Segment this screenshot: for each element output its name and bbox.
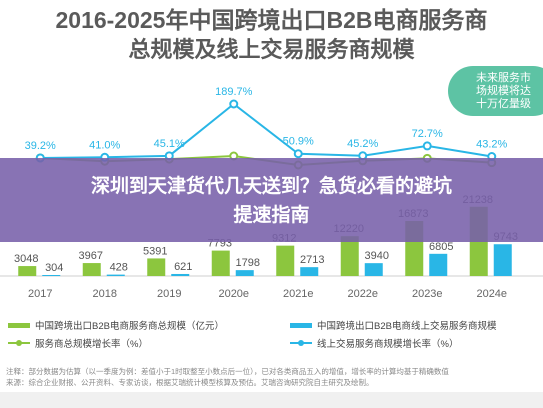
x-tick-label: 2022e — [347, 288, 378, 300]
legend-label-bar-total: 中国跨境出口B2B电商服务商总规模（亿元） — [35, 321, 224, 332]
bottom-strip — [0, 392, 543, 408]
chart-title-line-1: 2016-2025年中国跨境出口B2B电商服务商 — [55, 7, 488, 33]
x-tick-label: 2023e — [412, 288, 443, 300]
bar-online — [364, 263, 383, 276]
annotation-bubble: 未来服务市 场规模将达 十万亿量级 — [448, 66, 543, 116]
source-note-line-1: 注释：部分数据为估算（以一季度为例：差值小于1时取整至小数点后一位），已对各类商… — [6, 367, 449, 376]
bar-online — [429, 253, 448, 276]
bar-total — [82, 263, 101, 276]
bar-online-label: 428 — [110, 262, 128, 274]
point-online-growth-label: 43.2% — [476, 139, 507, 151]
x-tick-label: 2020e — [218, 288, 249, 300]
point-online-growth — [229, 99, 239, 109]
point-online-growth-label: 45.1% — [154, 138, 185, 150]
source-note-line-2: 来源：综合企业财报、公开资料、专家访谈，根据艾瑞统计模型核算及预估。艾瑞咨询研究… — [6, 378, 374, 387]
x-tick-label: 2017 — [28, 288, 52, 300]
legend-label-line-total: 服务商总规模增长率（%） — [35, 339, 148, 350]
point-online-growth-label: 41.0% — [89, 139, 120, 151]
bar-online-label: 304 — [45, 262, 63, 274]
annotation-line-2: 场规模将达 — [476, 85, 531, 97]
point-online-growth-label: 45.2% — [347, 138, 378, 150]
legend-swatch-line-total — [8, 340, 30, 346]
x-tick-label: 2018 — [93, 288, 117, 300]
legend-item-bar-total: 中国跨境出口B2B电商服务商总规模（亿元） — [8, 318, 224, 332]
legend-swatch-bar-total — [8, 322, 30, 328]
bar-total — [18, 266, 37, 276]
bar-online — [300, 267, 319, 276]
point-online-growth — [422, 141, 432, 151]
bar-total-label: 5391 — [143, 245, 167, 257]
bar-online — [42, 275, 61, 276]
point-online-growth-label: 72.7% — [412, 128, 443, 140]
bar-online-label: 621 — [174, 261, 192, 273]
annotation-line-3: 十万亿量级 — [476, 98, 531, 110]
bar-total — [147, 258, 166, 276]
legend-swatch-bar-online — [290, 322, 312, 328]
chart-title: 2016-2025年中国跨境出口B2B电商服务商 总规模及线上交易服务商规模 — [0, 6, 543, 64]
bar-online — [493, 244, 512, 276]
point-online-growth-label: 39.2% — [25, 140, 56, 152]
bar-total — [211, 250, 230, 276]
legend-label-line-online: 线上交易服务商规模增长率（%） — [317, 339, 459, 350]
bar-online — [171, 273, 190, 276]
point-online-growth-label: 50.9% — [283, 136, 314, 148]
legend-item-line-total: 服务商总规模增长率（%） — [8, 336, 148, 350]
bar-total-label: 3048 — [14, 253, 38, 265]
overlay-banner[interactable]: 深圳到天津货代几天送到？急货必看的避坑 提速指南 — [0, 158, 543, 242]
bar-total-label: 3967 — [79, 250, 103, 262]
source-note: 注释：部分数据为估算（以一季度为例：差值小于1时取整至小数点后一位），已对各类商… — [6, 366, 536, 388]
banner-line-2: 提速指南 — [233, 205, 310, 226]
x-tick-label: 2019 — [157, 288, 181, 300]
point-online-growth-label: 189.7% — [215, 86, 253, 98]
legend: 中国跨境出口B2B电商服务商总规模（亿元） 中国跨境出口B2B电商线上交易服务商… — [0, 312, 543, 352]
chart-title-line-2: 总规模及线上交易服务商规模 — [128, 37, 415, 62]
point-online-growth — [293, 149, 303, 159]
line-online-growth — [40, 102, 492, 159]
legend-swatch-line-online — [290, 340, 312, 346]
bar-total — [276, 245, 295, 276]
x-tick-label: 2021e — [283, 288, 314, 300]
bar-online-label: 1798 — [236, 257, 260, 269]
legend-item-line-online: 线上交易服务商规模增长率（%） — [290, 336, 458, 350]
bar-online-label: 6805 — [429, 241, 453, 253]
bar-total — [340, 236, 359, 276]
chart-plot: 3048304201739674282018539162120197793179… — [0, 86, 543, 300]
legend-label-bar-online: 中国跨境出口B2B电商线上交易服务商规模 — [317, 321, 497, 332]
bar-online-label: 3940 — [365, 250, 389, 262]
bar-online — [106, 274, 125, 276]
x-tick-label: 2024e — [476, 288, 507, 300]
bar-online — [235, 270, 254, 276]
banner-line-1: 深圳到天津货代几天送到？急货必看的避坑 — [90, 176, 452, 197]
annotation-line-1: 未来服务市 — [476, 72, 531, 84]
bar-online-label: 2713 — [300, 254, 324, 266]
legend-item-bar-online: 中国跨境出口B2B电商线上交易服务商规模 — [290, 318, 496, 332]
